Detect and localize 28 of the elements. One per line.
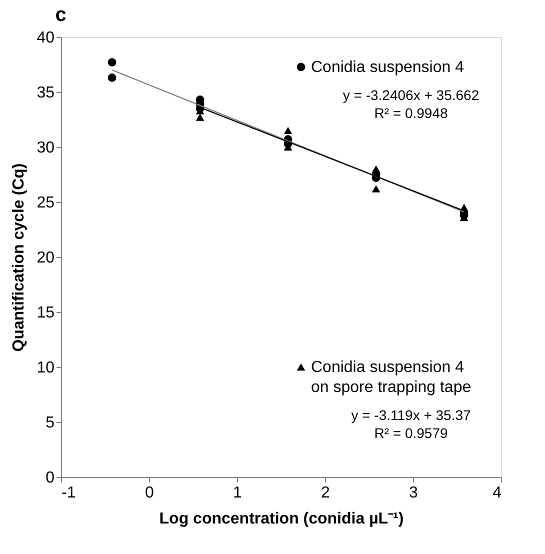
annotation: y = -3.119x + 35.37 R² = 0.9579 — [351, 407, 472, 441]
x-tick-label: 4 — [492, 484, 502, 502]
y-tick-label: 30 — [36, 140, 55, 156]
x-tick-label: 0 — [145, 484, 154, 502]
y-axis-title: Quantification cycle (Cq) — [10, 163, 28, 352]
y-tick-label: 15 — [36, 304, 55, 322]
chart-title: c — [55, 4, 66, 26]
legend-label: Conidia suspension 4 on spore trapping tape — [311, 359, 472, 396]
point — [372, 185, 380, 192]
y-tick-label: 40 — [36, 30, 55, 46]
y-tick-label: 35 — [36, 84, 55, 102]
point — [372, 165, 380, 173]
x-tick-label: 1 — [233, 484, 242, 502]
point — [108, 74, 116, 82]
annotation: y = -3.2406x + 35.662 R² = 0.9948 — [342, 87, 480, 121]
legend-label: Conidia suspension 4 — [311, 59, 464, 76]
point — [284, 126, 292, 134]
x-tick-label: 2 — [321, 484, 330, 502]
y-tick-label: 25 — [36, 194, 55, 212]
x-tick-label: -1 — [62, 484, 76, 502]
y-tick-label: 20 — [36, 250, 55, 266]
y-tick-label: 0 — [46, 470, 55, 486]
y-tick-label: 5 — [46, 414, 55, 432]
y-tick-label: 10 — [36, 360, 55, 376]
point — [108, 58, 116, 66]
point — [196, 114, 204, 121]
x-tick-label: 3 — [409, 484, 418, 502]
x-axis-title: Log concentration (conidia µL⁻¹) — [159, 510, 404, 528]
